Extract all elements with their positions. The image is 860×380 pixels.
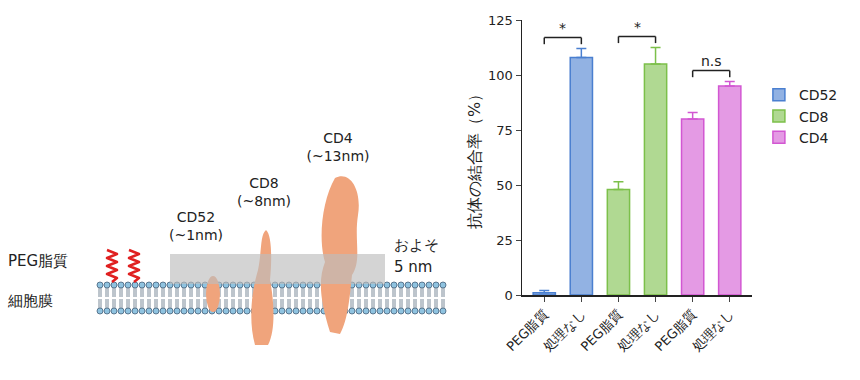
- svg-text:PEG脂質: PEG脂質: [652, 307, 699, 354]
- svg-text:25: 25: [496, 233, 513, 248]
- svg-text:50: 50: [496, 178, 513, 193]
- svg-text:処理なし: 処理なし: [541, 307, 588, 354]
- svg-text:0: 0: [505, 288, 513, 303]
- svg-text:処理なし: 処理なし: [689, 307, 736, 354]
- svg-text:*: *: [559, 20, 566, 36]
- svg-text:*: *: [634, 19, 641, 35]
- svg-text:PEG脂質: PEG脂質: [8, 252, 68, 270]
- svg-text:(~13nm): (~13nm): [307, 148, 370, 164]
- svg-text:抗体の結合率（%）: 抗体の結合率（%）: [465, 86, 484, 229]
- svg-text:CD4: CD4: [799, 130, 829, 146]
- svg-text:PEG脂質: PEG脂質: [504, 307, 551, 354]
- svg-text:n.s: n.s: [701, 53, 722, 69]
- svg-text:CD8: CD8: [249, 175, 278, 191]
- svg-text:100: 100: [488, 68, 513, 83]
- svg-text:およそ: およそ: [394, 236, 439, 254]
- svg-text:CD52: CD52: [177, 209, 215, 225]
- svg-text:細胞膜: 細胞膜: [7, 292, 53, 310]
- svg-text:PEG脂質: PEG脂質: [578, 307, 625, 354]
- svg-text:CD4: CD4: [323, 130, 353, 146]
- svg-text:5 nm: 5 nm: [394, 258, 432, 276]
- svg-text:CD52: CD52: [799, 87, 837, 103]
- svg-text:処理なし: 処理なし: [615, 307, 662, 354]
- svg-text:(~8nm): (~8nm): [237, 193, 291, 209]
- svg-text:(~1nm): (~1nm): [169, 227, 223, 243]
- svg-text:125: 125: [488, 13, 513, 28]
- svg-text:75: 75: [496, 123, 513, 138]
- svg-text:CD8: CD8: [799, 109, 828, 125]
